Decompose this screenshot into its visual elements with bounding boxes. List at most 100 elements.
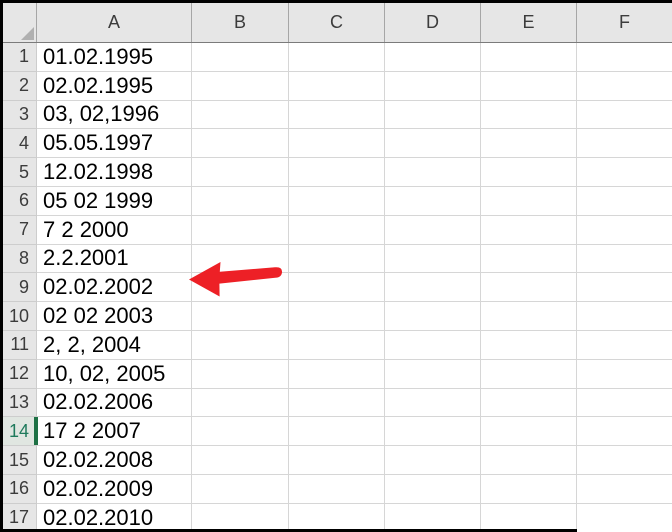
cell-A5[interactable]: 12.02.1998 [37, 158, 192, 187]
cell-C7[interactable] [289, 215, 385, 245]
column-header-F[interactable]: F [619, 12, 630, 32]
cell-C5[interactable] [289, 158, 385, 187]
cell-C3[interactable] [289, 100, 385, 130]
cell-E6[interactable] [481, 186, 577, 216]
cell-D5[interactable] [385, 158, 481, 187]
cell-B15[interactable] [192, 446, 289, 475]
cell-E5[interactable] [481, 158, 577, 187]
cell-D6[interactable] [385, 186, 481, 216]
row-header-2[interactable]: 2 [3, 71, 37, 101]
cell-A3[interactable]: 03, 02,1996 [37, 100, 192, 130]
cell-B8[interactable] [192, 244, 289, 274]
cell-E9[interactable] [481, 273, 577, 303]
cell-E4[interactable] [481, 129, 577, 159]
cell-A14[interactable]: 17 2 2007 [37, 417, 192, 447]
cell-E2[interactable] [481, 71, 577, 101]
row-header-14[interactable]: 14 [3, 417, 38, 447]
cell-F2[interactable] [577, 71, 672, 101]
column-header-C[interactable]: C [289, 3, 385, 42]
cell-F17[interactable] [577, 503, 672, 532]
cell-C4[interactable] [289, 129, 385, 159]
row-header-7[interactable]: 7 [3, 215, 37, 245]
column-header-D[interactable]: D [385, 3, 481, 42]
cell-D16[interactable] [385, 474, 481, 504]
cell-B6[interactable] [192, 186, 289, 216]
cell-C10[interactable] [289, 302, 385, 331]
cell-E15[interactable] [481, 446, 577, 475]
cell-B17[interactable] [192, 503, 289, 532]
row-header-4[interactable]: 4 [3, 129, 37, 159]
row-header-10[interactable]: 10 [3, 302, 37, 331]
cell-B2[interactable] [192, 71, 289, 101]
cell-B9[interactable] [192, 273, 289, 303]
cell-A11[interactable]: 2, 2, 2004 [37, 330, 192, 360]
row-header-11[interactable]: 11 [3, 330, 37, 360]
cell-E13[interactable] [481, 388, 577, 418]
cell-D17[interactable] [385, 503, 481, 532]
cell-F12[interactable] [577, 359, 672, 389]
cell-C2[interactable] [289, 71, 385, 101]
cell-D9[interactable] [385, 273, 481, 303]
cell-F8[interactable] [577, 244, 672, 274]
cell-A9[interactable]: 02.02.2002 [37, 273, 192, 303]
cell-C14[interactable] [289, 417, 385, 447]
cell-D1[interactable] [385, 43, 481, 72]
row-header-12[interactable]: 12 [3, 359, 37, 389]
cell-C17[interactable] [289, 503, 385, 532]
cell-B1[interactable] [192, 43, 289, 72]
row-header-8[interactable]: 8 [3, 244, 37, 274]
cell-B13[interactable] [192, 388, 289, 418]
cell-D14[interactable] [385, 417, 481, 447]
cell-C13[interactable] [289, 388, 385, 418]
cell-B3[interactable] [192, 100, 289, 130]
cell-D4[interactable] [385, 129, 481, 159]
row-header-1[interactable]: 1 [3, 43, 37, 72]
row-header-13[interactable]: 13 [3, 388, 37, 418]
cell-F13[interactable] [577, 388, 672, 418]
row-header-5[interactable]: 5 [3, 158, 37, 187]
cell-C11[interactable] [289, 330, 385, 360]
cell-D12[interactable] [385, 359, 481, 389]
cell-A1[interactable]: 01.02.1995 [37, 43, 192, 72]
cell-A13[interactable]: 02.02.2006 [37, 388, 192, 418]
cell-A10[interactable]: 02 02 2003 [37, 302, 192, 331]
cell-B5[interactable] [192, 158, 289, 187]
cell-F4[interactable] [577, 129, 672, 159]
cell-A4[interactable]: 05.05.1997 [37, 129, 192, 159]
cell-F3[interactable] [577, 100, 672, 130]
cell-D13[interactable] [385, 388, 481, 418]
cell-D15[interactable] [385, 446, 481, 475]
cell-B10[interactable] [192, 302, 289, 331]
cell-D2[interactable] [385, 71, 481, 101]
cell-C15[interactable] [289, 446, 385, 475]
cell-A8[interactable]: 2.2.2001 [37, 244, 192, 274]
cell-C16[interactable] [289, 474, 385, 504]
cell-A17[interactable]: 02.02.2010 [37, 503, 192, 532]
cell-D3[interactable] [385, 100, 481, 130]
cell-F6[interactable] [577, 186, 672, 216]
cell-D8[interactable] [385, 244, 481, 274]
cell-E7[interactable] [481, 215, 577, 245]
cell-E3[interactable] [481, 100, 577, 130]
row-header-17[interactable]: 17 [3, 503, 37, 532]
cell-A16[interactable]: 02.02.2009 [37, 474, 192, 504]
cell-F15[interactable] [577, 446, 672, 475]
cell-B11[interactable] [192, 330, 289, 360]
cell-E1[interactable] [481, 43, 577, 72]
cell-D11[interactable] [385, 330, 481, 360]
cell-D7[interactable] [385, 215, 481, 245]
row-header-16[interactable]: 16 [3, 474, 37, 504]
cell-F16[interactable] [577, 474, 672, 504]
cell-C1[interactable] [289, 43, 385, 72]
column-header-A[interactable]: A [37, 3, 192, 42]
cell-B12[interactable] [192, 359, 289, 389]
cell-B4[interactable] [192, 129, 289, 159]
cell-C8[interactable] [289, 244, 385, 274]
cell-C9[interactable] [289, 273, 385, 303]
cell-D10[interactable] [385, 302, 481, 331]
cell-F11[interactable] [577, 330, 672, 360]
cell-E8[interactable] [481, 244, 577, 274]
row-header-3[interactable]: 3 [3, 100, 37, 130]
select-all-button[interactable] [3, 3, 37, 42]
cell-A15[interactable]: 02.02.2008 [37, 446, 192, 475]
